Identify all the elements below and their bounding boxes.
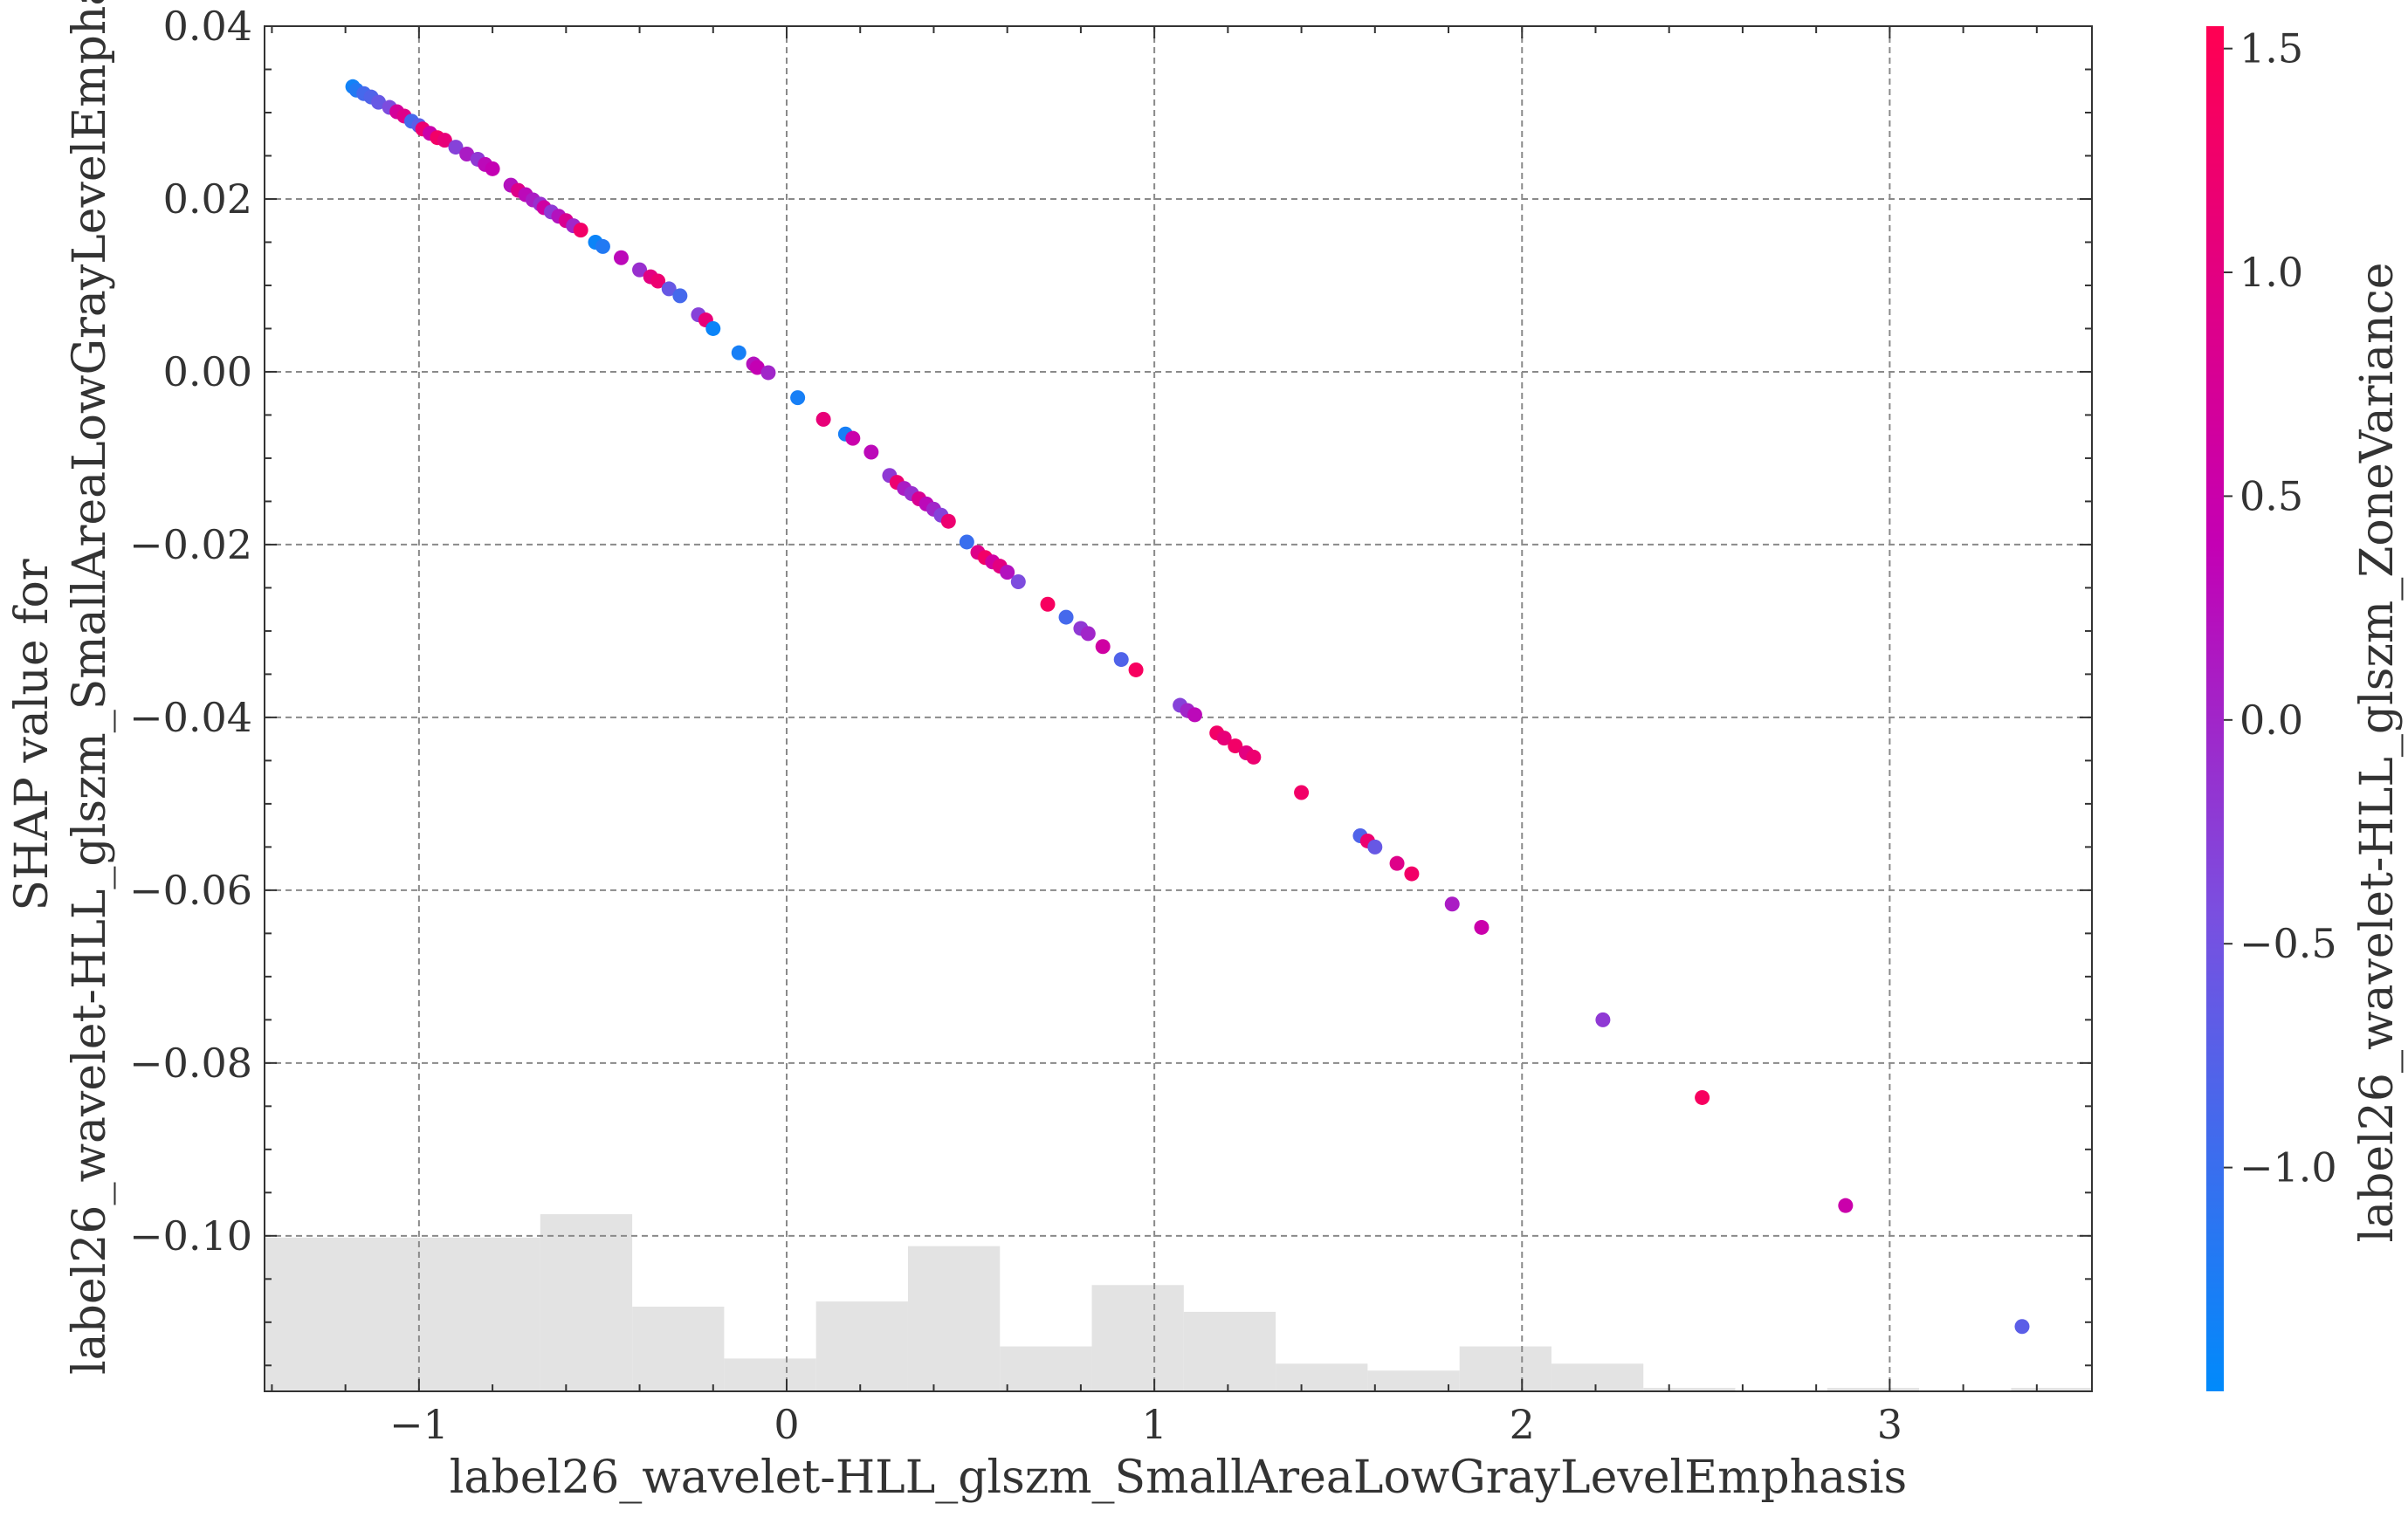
plot-frame <box>264 25 2093 1392</box>
scatter-point <box>1095 639 1111 655</box>
histogram-bar <box>815 1301 908 1391</box>
scatter-point <box>749 360 765 375</box>
y-axis-label-line-2: label26_wavelet-HLL_glszm_SmallAreaLowGr… <box>64 0 116 1375</box>
histogram-bar <box>2011 1388 2092 1391</box>
histogram-bar <box>1367 1370 1460 1391</box>
scatter-point <box>1246 749 1262 765</box>
colorbar-tick-label: 0.5 <box>2239 472 2303 519</box>
histogram-bar <box>1459 1346 1551 1391</box>
y-tick-label: 0.04 <box>163 3 252 50</box>
scatter-point <box>845 430 861 446</box>
y-tick-label: −0.10 <box>129 1212 252 1260</box>
y-tick-label: −0.08 <box>129 1040 252 1087</box>
scatter-point <box>1216 731 1232 746</box>
scatter-point <box>485 161 500 176</box>
x-tick-label: 3 <box>1877 1401 1902 1448</box>
scatter-point <box>1040 596 1056 612</box>
scatter-point <box>1595 1012 1611 1027</box>
scatter-point <box>1838 1198 1854 1213</box>
scatter-point <box>1474 919 1490 935</box>
scatter-point <box>863 444 879 460</box>
histogram-bar <box>907 1246 1001 1391</box>
histogram-bar <box>1827 1388 1920 1391</box>
scatter-point <box>1228 738 1243 754</box>
x-tick-label: 0 <box>774 1401 799 1448</box>
scatter-point <box>2014 1319 2030 1335</box>
histogram-bar <box>1551 1363 1644 1391</box>
scatter-point <box>760 365 776 381</box>
scatter-point <box>790 390 806 406</box>
scatter-point <box>448 140 464 155</box>
scatter-point <box>1294 785 1310 800</box>
scatter-point <box>1113 652 1129 668</box>
y-tick-label: 0.02 <box>163 175 252 223</box>
histogram-bar <box>540 1214 633 1391</box>
y-tick-label: −0.02 <box>129 521 252 568</box>
colorbar <box>2206 26 2224 1391</box>
scatter-point <box>459 147 475 162</box>
colorbar-tick-label: 0.0 <box>2239 697 2303 744</box>
scatter-point <box>573 223 588 238</box>
scatter-point <box>1367 839 1383 855</box>
histogram-bar <box>1183 1311 1276 1391</box>
scatter-point <box>437 133 452 148</box>
y-axis-label-line-1: SHAP value for <box>6 559 58 910</box>
histogram-bar <box>1276 1363 1368 1391</box>
scatter-point <box>940 513 956 529</box>
scatter-point <box>595 238 610 254</box>
scatter-point <box>1058 609 1074 625</box>
scatter-point <box>1389 855 1405 871</box>
histogram-bar <box>1643 1388 1736 1391</box>
colorbar-tick-label: −0.5 <box>2239 920 2337 967</box>
scatter-point <box>959 534 974 550</box>
colorbar-tick-label: −1.0 <box>2239 1144 2337 1191</box>
x-tick-label: 1 <box>1141 1401 1166 1448</box>
scatter-point <box>705 320 721 336</box>
axes: −1 0 1 2 3 0.04 0.02 0.00 −0.02 −0.04 −0.06 −0.08 −0… <box>129 3 2092 1448</box>
colorbar-label: label26_wavelet-HLL_glszm_ZoneVariance <box>2351 262 2404 1242</box>
scatter-point <box>1695 1089 1710 1105</box>
colorbar-tick-label: 1.0 <box>2239 249 2303 296</box>
y-tick-label: −0.04 <box>129 694 252 741</box>
scatter-point <box>613 250 629 265</box>
scatter-point <box>1187 707 1202 723</box>
histogram-bar <box>1000 1346 1092 1391</box>
scatter-point <box>1128 662 1144 677</box>
scatter-point <box>1444 896 1460 912</box>
colorbar-tick-label: 1.5 <box>2239 25 2303 72</box>
x-tick-label: −1 <box>389 1401 449 1448</box>
histogram-bar <box>632 1306 725 1391</box>
histogram <box>265 1214 2092 1391</box>
scatter-point <box>1000 565 1015 580</box>
histogram-bar <box>1091 1285 1184 1391</box>
scatter-point <box>672 288 688 304</box>
x-tick-label: 2 <box>1510 1401 1535 1448</box>
histogram-bar <box>724 1358 816 1391</box>
scatter-point <box>1080 626 1096 642</box>
y-tick-label: −0.06 <box>129 867 252 914</box>
scatter-point <box>1010 573 1026 589</box>
scatter-point <box>371 94 387 110</box>
histogram-bar <box>265 1237 540 1391</box>
scatter-point <box>650 273 666 289</box>
grid <box>265 25 2092 1391</box>
y-tick-label: 0.00 <box>163 348 252 395</box>
scatter-points <box>345 79 2030 1335</box>
scatter-point <box>815 411 831 427</box>
scatter-point <box>1404 866 1420 882</box>
colorbar-ticks: 1.5 1.0 0.5 0.0 −0.5 −1.0 <box>2224 25 2337 1191</box>
scatter-point <box>632 262 648 278</box>
x-axis-label: label26_wavelet-HLL_glszm_SmallAreaLowGr… <box>450 1452 1907 1504</box>
scatter-point <box>731 345 746 360</box>
scatter-point <box>661 281 677 297</box>
